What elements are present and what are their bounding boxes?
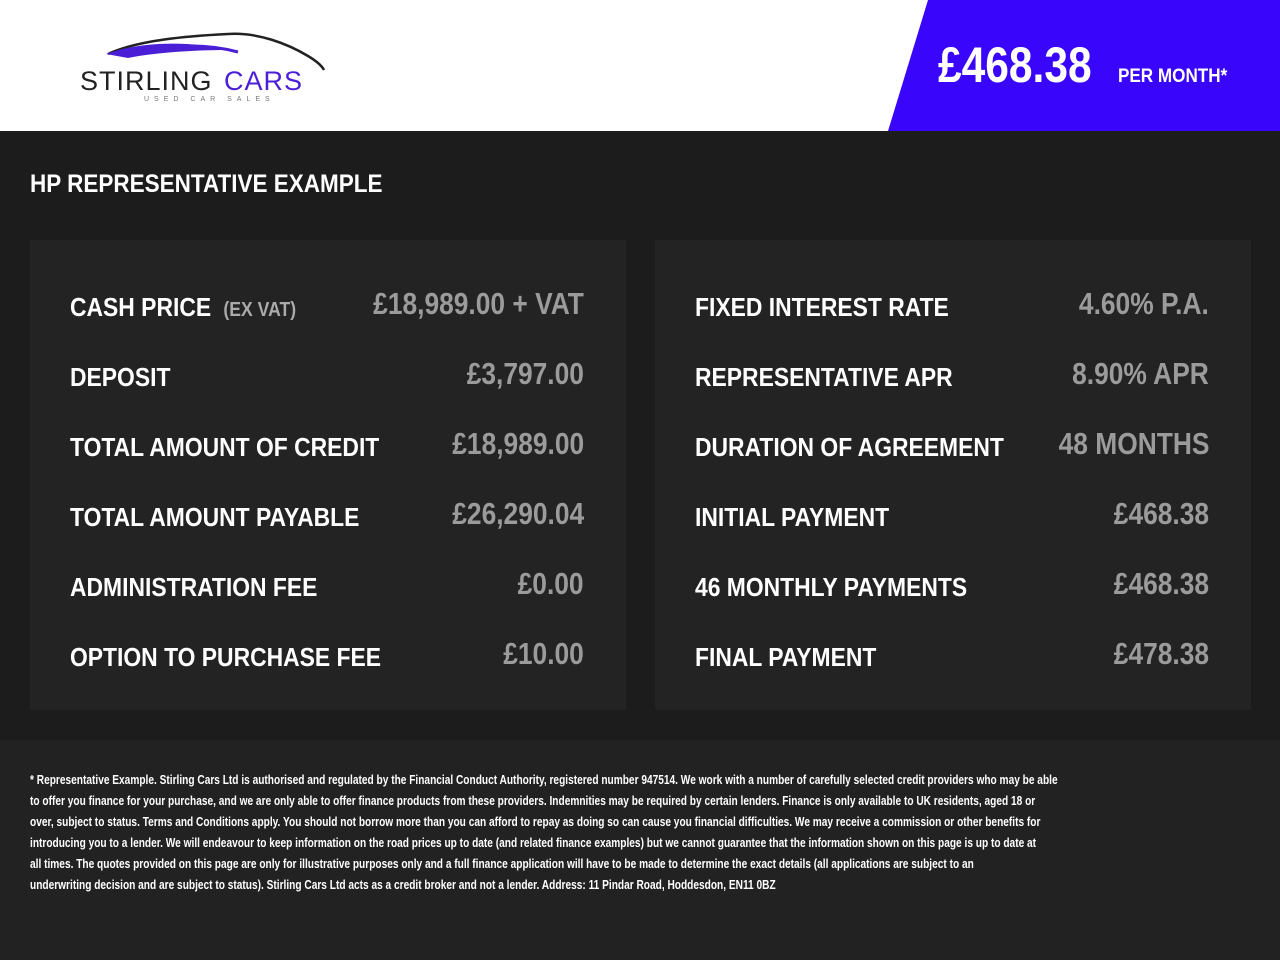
finance-value: £18,989.00 [452, 426, 584, 461]
finance-value: £10.00 [503, 636, 584, 671]
finance-row: DURATION OF AGREEMENT 48 MONTHS [655, 426, 1251, 496]
disclaimer-line: all times. The quotes provided on this p… [30, 856, 974, 871]
finance-label: OPTION TO PURCHASE FEE [70, 642, 381, 673]
finance-row: DEPOSIT £3,797.00 [30, 356, 626, 426]
monthly-price: £468.38 [938, 37, 1092, 93]
label-text: CASH PRICE [70, 292, 212, 322]
label-text: DEPOSIT [70, 362, 171, 392]
finance-label: CASH PRICE (EX VAT) [70, 292, 296, 323]
label-text: FINAL PAYMENT [695, 642, 877, 672]
finance-row: FINAL PAYMENT £478.38 [655, 636, 1251, 706]
label-text: 46 MONTHLY PAYMENTS [695, 572, 968, 602]
finance-label: 46 MONTHLY PAYMENTS [695, 572, 967, 603]
finance-value: £3,797.00 [466, 356, 584, 391]
label-text: INITIAL PAYMENT [695, 502, 890, 532]
finance-label: DEPOSIT [70, 362, 170, 393]
disclaimer-line: to offer you finance for your purchase, … [30, 793, 1036, 808]
finance-row: ADMINISTRATION FEE £0.00 [30, 566, 626, 636]
finance-row: OPTION TO PURCHASE FEE £10.00 [30, 636, 626, 706]
finance-row: 46 MONTHLY PAYMENTS £468.38 [655, 566, 1251, 636]
finance-label: ADMINISTRATION FEE [70, 572, 317, 603]
finance-row: TOTAL AMOUNT OF CREDIT £18,989.00 [30, 426, 626, 496]
finance-row: FIXED INTEREST RATE 4.60% P.A. [655, 286, 1251, 356]
finance-label: FINAL PAYMENT [695, 642, 876, 673]
label-text: ADMINISTRATION FEE [70, 572, 318, 602]
finance-label: INITIAL PAYMENT [695, 502, 889, 533]
svg-text:USED CAR SALES: USED CAR SALES [144, 96, 275, 103]
finance-value: 8.90% APR [1072, 356, 1209, 391]
disclaimer-line: over, subject to status. Terms and Condi… [30, 814, 1041, 829]
per-month-label: PER MONTH* [1118, 66, 1228, 87]
finance-label: TOTAL AMOUNT PAYABLE [70, 502, 359, 533]
finance-row: INITIAL PAYMENT £468.38 [655, 496, 1251, 566]
label-note: (EX VAT) [223, 299, 297, 321]
disclaimer-line: underwriting decision and are subject to… [30, 877, 776, 892]
label-text: FIXED INTEREST RATE [695, 292, 949, 322]
finance-label: TOTAL AMOUNT OF CREDIT [70, 432, 379, 463]
finance-value: 48 MONTHS [1058, 426, 1209, 461]
finance-value: 4.60% P.A. [1079, 286, 1209, 321]
label-text: TOTAL AMOUNT OF CREDIT [70, 432, 380, 462]
finance-value: £478.38 [1113, 636, 1209, 671]
disclaimer-line: * Representative Example. Stirling Cars … [30, 772, 1058, 787]
right-finance-panel: FIXED INTEREST RATE 4.60% P.A. REPRESENTAT… [655, 240, 1251, 710]
disclaimer-line: introducing you to a lender. We will end… [30, 835, 1037, 850]
svg-text:CARS: CARS [224, 66, 303, 96]
finance-value: £468.38 [1113, 566, 1209, 601]
label-text: REPRESENTATIVE APR [695, 362, 953, 392]
finance-label: FIXED INTEREST RATE [695, 292, 949, 323]
finance-value: £468.38 [1113, 496, 1209, 531]
finance-label: DURATION OF AGREEMENT [695, 432, 1004, 463]
label-text: OPTION TO PURCHASE FEE [70, 642, 382, 672]
label-text: TOTAL AMOUNT PAYABLE [70, 502, 360, 532]
finance-value: £0.00 [518, 566, 584, 601]
finance-row: TOTAL AMOUNT PAYABLE £26,290.04 [30, 496, 626, 566]
label-text: DURATION OF AGREEMENT [695, 432, 1004, 462]
finance-row: REPRESENTATIVE APR 8.90% APR [655, 356, 1251, 426]
stirling-cars-logo: STIRLING CARS USED CAR SALES [80, 32, 326, 103]
finance-value: £18,989.00 + VAT [373, 286, 584, 321]
finance-label: REPRESENTATIVE APR [695, 362, 953, 393]
finance-value: £26,290.04 [452, 496, 584, 531]
monthly-price-banner: £468.38 PER MONTH* [888, 0, 1280, 131]
disclaimer: * Representative Example. Stirling Cars … [0, 740, 1280, 960]
header: STIRLING CARS USED CAR SALES £468.38 PER… [0, 0, 1280, 131]
section-title: HP REPRESENTATIVE EXAMPLE [30, 170, 383, 198]
svg-text:STIRLING: STIRLING [80, 66, 213, 96]
left-finance-panel: CASH PRICE (EX VAT) £18,989.00 + VAT DEPOSI… [30, 240, 626, 710]
finance-row: CASH PRICE (EX VAT) £18,989.00 + VAT [30, 286, 626, 356]
